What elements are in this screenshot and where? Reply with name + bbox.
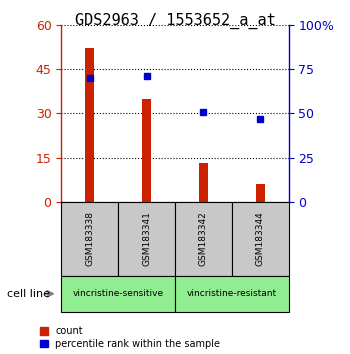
Bar [175, 276, 289, 312]
Text: cell line: cell line [7, 289, 50, 299]
Bar [232, 202, 289, 276]
Text: GSM183342: GSM183342 [199, 212, 208, 266]
Bar [175, 202, 232, 276]
Bar [85, 48, 94, 202]
Bar [199, 164, 208, 202]
Text: vincristine-sensitive: vincristine-sensitive [72, 289, 164, 298]
Bar [142, 98, 151, 202]
Text: GSM183341: GSM183341 [142, 211, 151, 267]
Text: vincristine-resistant: vincristine-resistant [187, 289, 277, 298]
Bar [256, 184, 265, 202]
Legend: count, percentile rank within the sample: count, percentile rank within the sample [40, 326, 220, 349]
Text: GSM183344: GSM183344 [256, 212, 265, 266]
Text: GSM183338: GSM183338 [85, 211, 94, 267]
Bar [61, 276, 175, 312]
Text: GDS2963 / 1553652_a_at: GDS2963 / 1553652_a_at [75, 12, 275, 29]
Bar [61, 202, 118, 276]
Bar [118, 202, 175, 276]
